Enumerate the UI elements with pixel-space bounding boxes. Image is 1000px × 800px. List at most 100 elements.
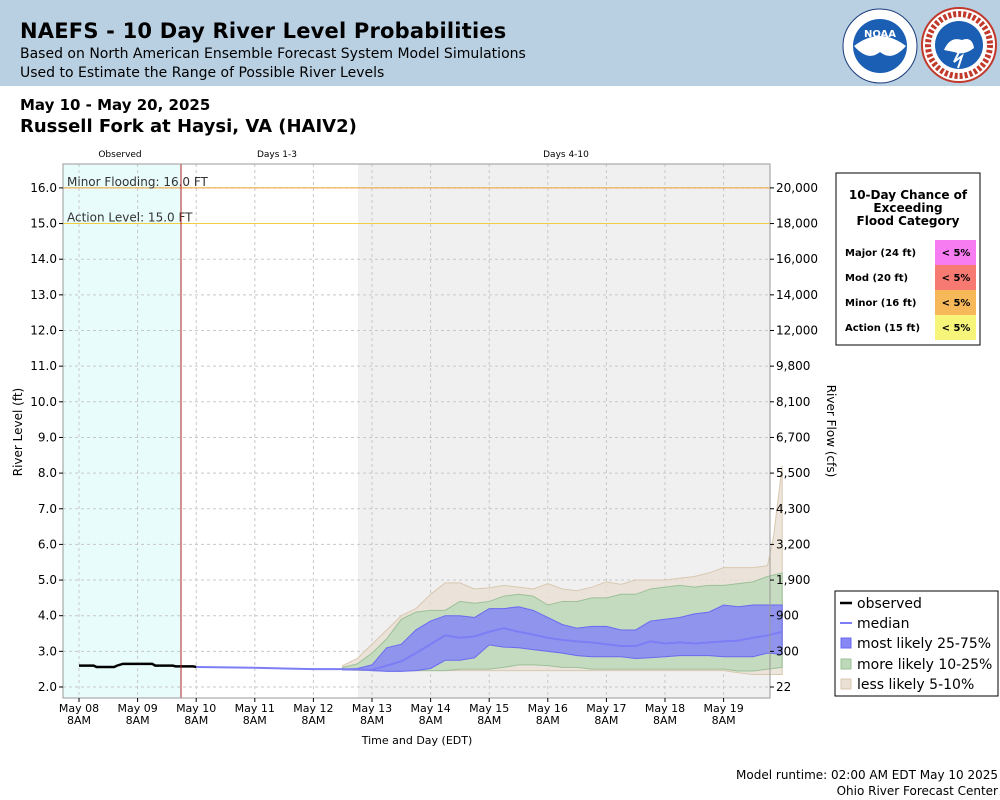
chance-row-value: < 5% — [942, 323, 971, 334]
x-tick-day: May 09 — [117, 702, 157, 715]
y-tick-label: 14.0 — [30, 252, 57, 266]
x-axis-label: Time and Day (EDT) — [361, 734, 473, 747]
x-tick-day: May 12 — [293, 702, 333, 715]
y2-tick-label: 900 — [776, 609, 799, 623]
y2-tick-label: 300 — [776, 644, 799, 658]
chance-swatch — [935, 290, 976, 315]
y-tick-label: 5.0 — [38, 573, 57, 587]
y2-tick-label: 5,500 — [776, 466, 810, 480]
y-tick-label: 6.0 — [38, 537, 57, 551]
observed-region — [63, 164, 181, 698]
chance-row-value: < 5% — [942, 273, 971, 284]
x-tick-day: May 17 — [586, 702, 626, 715]
forecast-center: Ohio River Forecast Center — [836, 784, 998, 798]
y2-tick-label: 22 — [776, 680, 791, 694]
x-tick-time: 8AM — [653, 714, 677, 727]
x-tick-time: 8AM — [536, 714, 560, 727]
x-tick-day: May 15 — [469, 702, 509, 715]
noaa-logo: NOAA — [842, 8, 918, 84]
y-tick-label: 8.0 — [38, 466, 57, 480]
y2-tick-label: 4,300 — [776, 502, 810, 516]
x-tick-time: 8AM — [184, 714, 208, 727]
legend-10-25-swatch — [840, 658, 852, 670]
y2-tick-label: 1,900 — [776, 573, 810, 587]
x-tick-day: May 10 — [176, 702, 216, 715]
noaa-logo-text: NOAA — [864, 29, 896, 40]
nws-logo — [921, 7, 997, 83]
median-line — [196, 627, 783, 671]
x-tick-time: 8AM — [360, 714, 384, 727]
x-tick-day: May 14 — [410, 702, 450, 715]
legend-entry: less likely 5-10% — [857, 677, 974, 693]
x-tick-time: 8AM — [67, 714, 91, 727]
chance-table-title: 10-Day Chance of — [849, 188, 968, 202]
y-tick-label: 10.0 — [30, 395, 57, 409]
legend-entry: most likely 25-75% — [857, 636, 991, 652]
chance-table-title: Flood Category — [857, 214, 960, 228]
y2-tick-label: 9,800 — [776, 359, 810, 373]
legend-entry: observed — [857, 596, 922, 612]
y-tick-label: 12.0 — [30, 324, 57, 338]
y2-tick-label: 8,100 — [776, 395, 810, 409]
y2-tick-label: 12,000 — [776, 324, 818, 338]
section-label-days-1-3: Days 1-3 — [257, 150, 297, 160]
chance-swatch — [935, 315, 976, 340]
chance-row-label: Minor (16 ft) — [845, 298, 916, 309]
y-tick-label: 13.0 — [30, 288, 57, 302]
y2-tick-label: 6,700 — [776, 430, 810, 444]
x-tick-time: 8AM — [301, 714, 325, 727]
legend-entry: more likely 10-25% — [857, 657, 992, 673]
legend-entry: median — [857, 616, 909, 632]
y2-tick-label: 16,000 — [776, 252, 818, 266]
header-banner: NAEFS - 10 Day River Level Probabilities… — [0, 0, 1000, 86]
legend-5-10-swatch — [840, 678, 852, 690]
chance-row-label: Action (15 ft) — [845, 323, 920, 334]
date-range: May 10 - May 20, 2025 — [20, 96, 211, 114]
x-tick-day: May 18 — [645, 702, 685, 715]
model-runtime: Model runtime: 02:00 AM EDT May 10 2025 — [736, 768, 998, 782]
chance-row-value: < 5% — [942, 248, 971, 259]
section-label-observed: Observed — [98, 150, 141, 160]
y2-axis-label: River Flow (cfs) — [824, 385, 838, 478]
action-level-label: Action Level: 15.0 FT — [67, 211, 193, 225]
x-tick-time: 8AM — [477, 714, 501, 727]
x-tick-day: May 08 — [59, 702, 99, 715]
y-tick-label: 16.0 — [30, 181, 57, 195]
x-tick-time: 8AM — [126, 714, 150, 727]
station-name: Russell Fork at Haysi, VA (HAIV2) — [20, 116, 357, 137]
x-tick-day: May 19 — [703, 702, 743, 715]
y-tick-label: 9.0 — [38, 430, 57, 444]
x-tick-day: May 16 — [528, 702, 568, 715]
x-tick-day: May 11 — [235, 702, 275, 715]
x-tick-time: 8AM — [243, 714, 267, 727]
y-axis-label: River Level (ft) — [11, 388, 25, 476]
subtitle-model: Based on North American Ensemble Forecas… — [20, 46, 526, 62]
y2-tick-label: 20,000 — [776, 181, 818, 195]
y-tick-label: 15.0 — [30, 217, 57, 231]
chance-row-label: Major (24 ft) — [845, 248, 916, 259]
y-tick-label: 3.0 — [38, 644, 57, 658]
y2-tick-label: 14,000 — [776, 288, 818, 302]
y-tick-label: 11.0 — [30, 359, 57, 373]
y2-tick-label: 18,000 — [776, 217, 818, 231]
section-label-days-4-10: Days 4-10 — [543, 150, 589, 160]
chance-row-label: Mod (20 ft) — [845, 273, 908, 284]
y-tick-label: 4.0 — [38, 609, 57, 623]
chance-row-value: < 5% — [942, 298, 971, 309]
observed-line — [79, 662, 197, 669]
chance-table-title: Exceeding — [873, 201, 942, 215]
x-tick-time: 8AM — [594, 714, 618, 727]
y2-tick-label: 3,200 — [776, 537, 810, 551]
minor-flood-label: Minor Flooding: 16.0 FT — [67, 175, 209, 189]
x-tick-day: May 13 — [352, 702, 392, 715]
chance-swatch — [935, 265, 976, 290]
x-tick-time: 8AM — [712, 714, 736, 727]
chance-swatch — [935, 240, 976, 265]
page-title: NAEFS - 10 Day River Level Probabilities — [20, 19, 507, 43]
y-tick-label: 7.0 — [38, 502, 57, 516]
x-tick-time: 8AM — [419, 714, 443, 727]
plot-frame — [62, 163, 771, 699]
y-tick-label: 2.0 — [38, 680, 57, 694]
band-25-75 — [342, 604, 783, 672]
